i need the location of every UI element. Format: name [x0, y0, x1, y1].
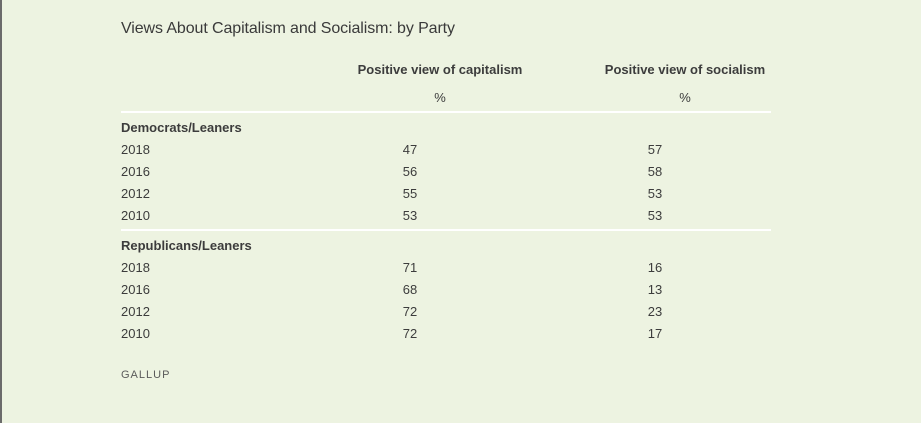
column-header-socialism: Positive view of socialism [604, 62, 766, 77]
capitalism-cell: 55 [402, 186, 418, 201]
capitalism-cell: 53 [402, 208, 418, 223]
year-cell: 2018 [121, 142, 150, 157]
table-row: 2016 68 13 [121, 282, 771, 304]
socialism-cell: 58 [647, 164, 663, 179]
table-row: 2016 56 58 [121, 164, 771, 186]
capitalism-cell: 68 [402, 282, 418, 297]
capitalism-cell: 47 [402, 142, 418, 157]
group-label-republicans: Republicans/Leaners [121, 238, 252, 253]
unit-capitalism: % [434, 90, 446, 105]
year-cell: 2016 [121, 164, 150, 179]
divider [121, 229, 771, 231]
socialism-cell: 17 [647, 326, 663, 341]
year-cell: 2012 [121, 186, 150, 201]
socialism-cell: 57 [647, 142, 663, 157]
socialism-cell: 23 [647, 304, 663, 319]
socialism-cell: 53 [647, 208, 663, 223]
source-label: GALLUP [121, 369, 171, 381]
table-row: 2010 72 17 [121, 326, 771, 348]
table-row: 2012 55 53 [121, 186, 771, 208]
year-cell: 2016 [121, 282, 150, 297]
socialism-cell: 13 [647, 282, 663, 297]
left-border [0, 0, 2, 423]
year-cell: 2010 [121, 326, 150, 341]
capitalism-cell: 72 [402, 326, 418, 341]
unit-socialism: % [679, 90, 691, 105]
capitalism-cell: 71 [402, 260, 418, 275]
capitalism-cell: 56 [402, 164, 418, 179]
year-cell: 2018 [121, 260, 150, 275]
group-label-democrats: Democrats/Leaners [121, 120, 242, 135]
column-header-capitalism: Positive view of capitalism [357, 62, 523, 77]
table-title: Views About Capitalism and Socialism: by… [121, 20, 455, 37]
year-cell: 2010 [121, 208, 150, 223]
capitalism-cell: 72 [402, 304, 418, 319]
socialism-cell: 16 [647, 260, 663, 275]
divider [121, 111, 771, 113]
table-row: 2010 53 53 [121, 208, 771, 230]
year-cell: 2012 [121, 304, 150, 319]
table-row: 2012 72 23 [121, 304, 771, 326]
table-row: 2018 47 57 [121, 142, 771, 164]
table-row: 2018 71 16 [121, 260, 771, 282]
socialism-cell: 53 [647, 186, 663, 201]
